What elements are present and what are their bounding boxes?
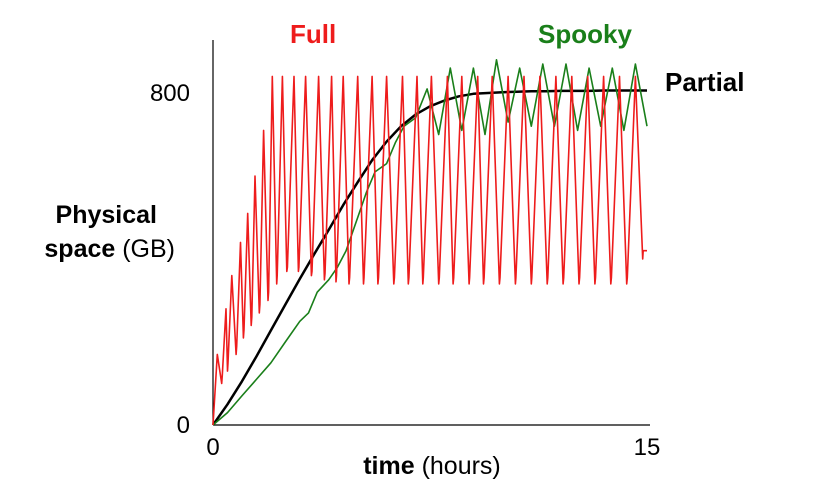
x-tick-label: 15 [634,434,661,461]
y-tick-label: 0 [177,412,190,439]
y-axis-label-line1-text: Physical [56,201,157,229]
y-tick-label: 800 [150,80,190,107]
series-label-spooky: Spooky [538,19,632,49]
y-axis-label-unit: (GB) [115,235,175,263]
series-line-spooky [212,58,648,426]
y-axis-label-space: space [44,235,115,263]
x-tick-label: 0 [206,434,219,461]
x-axis-label: time (hours) [363,452,501,480]
y-axis-label-line2: space (GB) [44,235,175,263]
y-axis-label-line1: Physical [56,201,157,229]
series-line-full [212,75,647,426]
series-label-partial: Partial [665,67,745,97]
axes [212,40,650,426]
series-layer [211,58,648,426]
tick-labels: 0 15 0 800 [150,80,660,461]
series-label-full: Full [290,19,336,49]
x-axis-label-unit: (hours) [415,452,501,480]
x-axis-label-time: time [363,452,415,480]
